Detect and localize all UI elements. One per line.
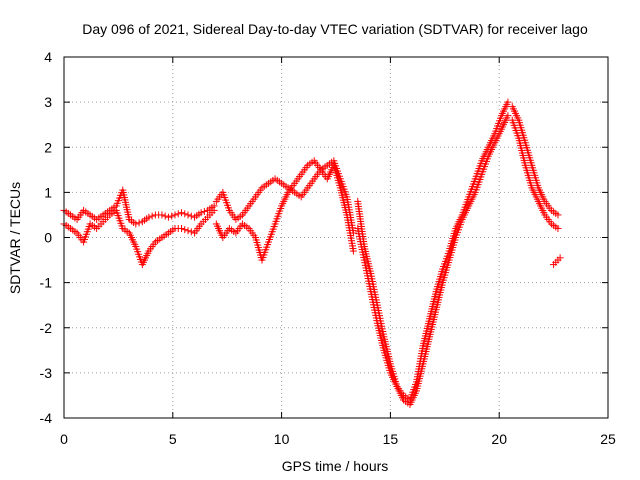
y-tick-label: 0	[44, 230, 52, 246]
y-tick-label: 2	[44, 139, 52, 155]
data-point	[181, 210, 189, 218]
data-point	[171, 211, 179, 219]
data-point	[145, 213, 153, 221]
y-axis-label: SDTVAR / TECUs	[7, 182, 23, 294]
data-point	[197, 209, 205, 217]
data-point	[178, 224, 186, 232]
data-point	[504, 112, 512, 120]
x-axis-label: GPS time / hours	[282, 458, 389, 474]
y-tick-label: -4	[40, 410, 53, 426]
data-point	[164, 213, 172, 221]
data-point	[178, 209, 186, 217]
data-point	[161, 212, 169, 220]
y-tick-label: 1	[44, 184, 52, 200]
data-point	[210, 206, 218, 214]
data-points	[60, 98, 564, 408]
data-point	[148, 212, 156, 220]
y-tick-label: -1	[40, 275, 53, 291]
data-point	[554, 224, 562, 232]
x-tick-label: 20	[491, 431, 507, 447]
data-point	[174, 210, 182, 218]
y-tick-label: -2	[40, 320, 53, 336]
x-tick-label: 25	[600, 431, 616, 447]
y-tick-label: 3	[44, 94, 52, 110]
data-point	[181, 226, 189, 234]
tick-labels: 0 5 10 15 20 25 -4 -3 -2 -1 0 1 2 3 4	[40, 49, 616, 447]
axis-ticks	[63, 56, 609, 419]
x-tick-label: 15	[383, 431, 399, 447]
data-point	[135, 219, 143, 227]
grid	[64, 57, 608, 418]
data-point	[132, 220, 140, 228]
data-point	[200, 208, 208, 216]
data-point	[158, 211, 166, 219]
x-tick-label: 5	[169, 431, 177, 447]
data-point	[168, 212, 176, 220]
data-point	[554, 211, 562, 219]
data-point	[504, 98, 512, 106]
y-tick-label: 4	[44, 49, 52, 65]
x-tick-label: 10	[274, 431, 290, 447]
chart-title: Day 096 of 2021, Sidereal Day-to-day VTE…	[82, 21, 588, 37]
data-point	[184, 211, 192, 219]
x-tick-label: 0	[60, 431, 68, 447]
data-point	[556, 254, 564, 262]
data-point	[184, 227, 192, 235]
data-point	[187, 228, 195, 236]
data-point	[349, 247, 357, 255]
y-tick-label: -3	[40, 365, 53, 381]
